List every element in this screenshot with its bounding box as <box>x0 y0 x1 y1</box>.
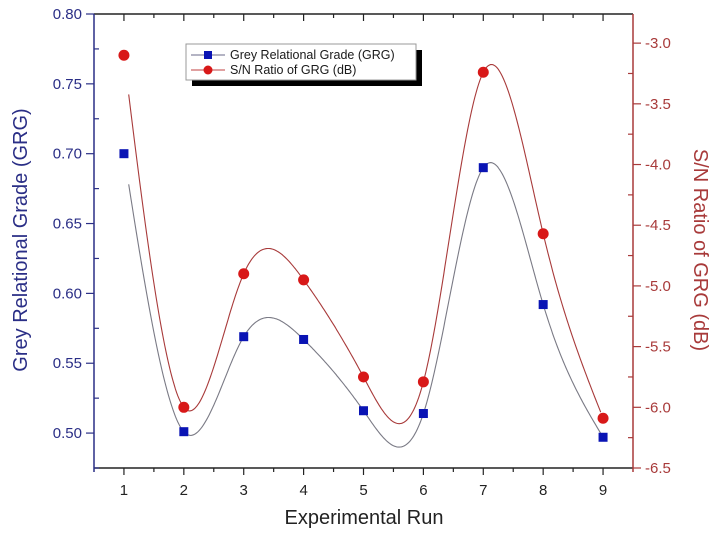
y-left-tick-label: 0.65 <box>53 216 82 233</box>
grg-square-marker <box>598 432 608 442</box>
x-tick-label: 1 <box>120 482 128 499</box>
smoothed-curves <box>128 63 602 448</box>
series-curve-1 <box>128 63 602 425</box>
y-left-tick-label: 0.55 <box>53 355 82 372</box>
y-right-tick-label: -5.0 <box>645 278 671 295</box>
sn-circle-marker <box>178 401 190 413</box>
y-left-tick-label: 0.75 <box>53 76 82 93</box>
x-tick-label: 2 <box>180 482 188 499</box>
legend-grg-label: Grey Relational Grade (GRG) <box>230 48 395 62</box>
x-axis-title: Experimental Run <box>285 507 444 529</box>
y-left-tick-label: 0.60 <box>53 285 82 302</box>
axes: 1 2 3 4 5 6 7 8 9 0.50 0.55 0.60 0.65 0.70 0.75 0.80 -3.… <box>53 6 671 499</box>
legend-circle-marker-icon <box>203 65 213 75</box>
y-right-tick-label: -3.0 <box>645 35 671 52</box>
grg-square-marker <box>239 332 249 342</box>
y-right-tick-label: -6.0 <box>645 399 671 416</box>
y-axis-left-title: Grey Relational Grade (GRG) <box>10 108 32 371</box>
grg-square-marker <box>538 300 548 310</box>
legend-box <box>185 43 417 81</box>
x-tick-label: 6 <box>419 482 427 499</box>
legend-sn-label: S/N Ratio of GRG (dB) <box>230 63 356 77</box>
grg-square-marker <box>119 149 129 159</box>
grg-square-marker <box>478 163 488 173</box>
sn-circle-marker <box>417 376 429 388</box>
x-tick-label: 9 <box>599 482 607 499</box>
grg-square-marker <box>179 427 189 437</box>
x-tick-label: 4 <box>299 482 307 499</box>
sn-circle-marker <box>597 412 609 424</box>
y-axis-right-title: S/N Ratio of GRG (dB) <box>689 149 711 351</box>
legend-square-marker-icon <box>204 51 212 59</box>
sn-circle-marker <box>358 371 369 383</box>
y-left-tick-label: 0.80 <box>53 6 82 23</box>
y-left-tick-label: 0.50 <box>53 425 82 442</box>
sn-circle-marker <box>238 268 250 280</box>
sn-circle-marker <box>537 228 549 240</box>
y-left-tick-label: 0.70 <box>53 146 82 163</box>
sn-circle-marker <box>477 66 489 78</box>
x-tick-label: 7 <box>479 482 487 499</box>
grg-square-marker <box>418 409 428 419</box>
x-tick-label: 8 <box>539 482 547 499</box>
x-tick-label: 3 <box>240 482 248 499</box>
grg-square-marker <box>299 334 309 344</box>
grg-square-marker <box>359 406 368 416</box>
y-right-tick-label: -5.5 <box>645 339 671 356</box>
y-right-tick-label: -6.5 <box>645 460 671 477</box>
sn-circle-marker <box>298 274 310 286</box>
sn-circle-marker <box>118 49 130 61</box>
y-right-tick-label: -3.5 <box>645 96 671 113</box>
y-right-tick-label: -4.5 <box>645 217 671 234</box>
data-markers <box>118 49 609 442</box>
legend: Grey Relational Grade (GRG) S/N Ratio of… <box>185 43 422 86</box>
x-tick-label: 5 <box>359 482 367 499</box>
series-curve-0 <box>128 162 602 448</box>
y-right-tick-label: -4.0 <box>645 157 671 174</box>
